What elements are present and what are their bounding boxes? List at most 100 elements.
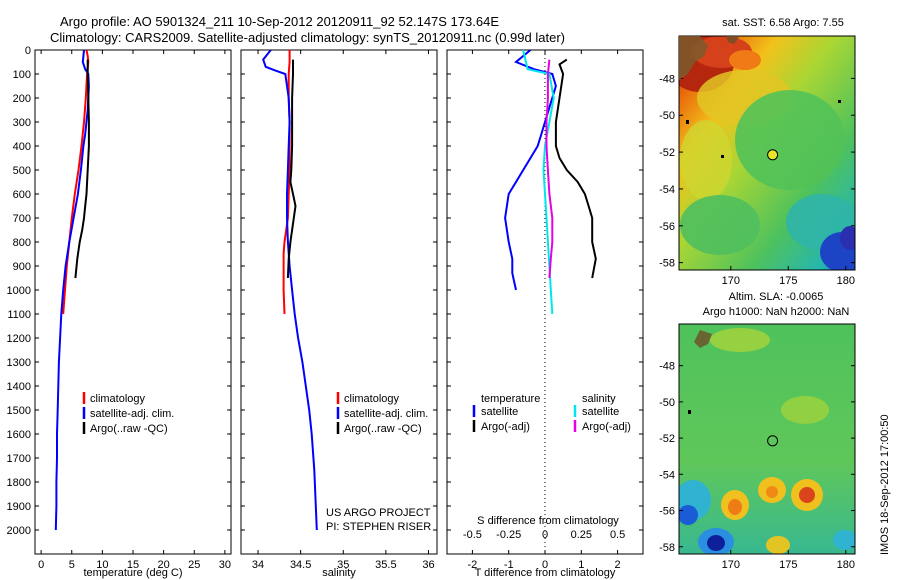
sst-yellow-band [680, 120, 732, 200]
y-tick-label: 300 [13, 117, 31, 129]
legend-salinity-title: salinity [582, 393, 616, 405]
x-tick-label: 5 [69, 559, 75, 571]
legend-climatology-label: climatology [344, 393, 400, 405]
legend-t-argo-label: Argo(-adj) [481, 421, 530, 433]
legend-argo-label: Argo(..raw -QC) [344, 423, 422, 435]
y-tick-label: 1900 [7, 501, 31, 513]
y-tick-label: 1700 [7, 453, 31, 465]
map-x-tick-label: 175 [779, 275, 797, 287]
sst-map [679, 36, 855, 270]
figure-title-line2: Climatology: CARS2009. Satellite-adjuste… [50, 30, 565, 45]
map-y-tick-label: -52 [659, 433, 675, 445]
map-x-tick-label: 180 [837, 275, 855, 287]
pi-annotation: PI: STEPHEN RISER [326, 521, 431, 533]
x-tick-label: 1 [578, 559, 584, 571]
x-tick-label: 0 [38, 559, 44, 571]
map-x-tick-label: 180 [837, 559, 855, 571]
sla-red-patch [799, 487, 815, 503]
x-tick-label: -2 [468, 559, 478, 571]
sla-yellow-patch [766, 536, 790, 554]
y-tick-label: 900 [13, 261, 31, 273]
y-tick-label: 700 [13, 213, 31, 225]
legend-satellite-label: satellite-adj. clim. [90, 408, 174, 420]
sla-map [679, 324, 855, 554]
y-tick-label: 500 [13, 165, 31, 177]
sla-yellow-patch [710, 328, 770, 352]
legend-satellite-label: satellite-adj. clim. [344, 408, 428, 420]
difference-xlabel: T difference from climatology [475, 567, 616, 579]
map-y-tick-label: -54 [659, 469, 675, 481]
y-tick-label: 1500 [7, 405, 31, 417]
legend-t-satellite-label: satellite [481, 406, 518, 418]
x2-tick-label: 0.5 [610, 529, 625, 541]
sst-map-axes: 170 175 180 -48 -50 -52 -54 -56 -58 [659, 73, 855, 287]
sla-map-axes: 170 175 180 -48 -50 -52 -54 -56 -58 [659, 361, 855, 571]
y-tick-label: 1400 [7, 381, 31, 393]
map-y-tick-label: -52 [659, 147, 675, 159]
land-mass [694, 330, 712, 348]
x-tick-label: -1 [504, 559, 514, 571]
y-tick-label: 1000 [7, 285, 31, 297]
x2-tick-label: 0.25 [571, 529, 592, 541]
island-mark [838, 100, 841, 103]
y-tick-label: 600 [13, 189, 31, 201]
sst-green-patch [735, 90, 845, 190]
map-y-tick-label: -56 [659, 221, 675, 233]
x-tick-label: 36 [422, 559, 434, 571]
sla-map-frame [678, 323, 856, 555]
y-tick-label: 100 [13, 69, 31, 81]
series-line-argo-raw-qc- [286, 59, 297, 279]
salinity-xlabel: salinity [322, 567, 356, 579]
sla-orange-patch [766, 486, 778, 498]
island-mark [686, 120, 689, 124]
sst-cold-patch [840, 226, 855, 250]
sla-orange-patch [728, 499, 742, 515]
y-tick-label: 1300 [7, 357, 31, 369]
temperature-legend: climatology satellite-adj. clim. Argo(..… [82, 392, 174, 435]
figure-title-line1: Argo profile: AO 5901324_211 10-Sep-2012… [60, 14, 499, 29]
sst-green-patch [680, 195, 760, 255]
y-tick-label: 1800 [7, 477, 31, 489]
salinity-legend: climatology satellite-adj. clim. Argo(..… [336, 392, 428, 435]
map-x-tick-label: 175 [779, 559, 797, 571]
difference-legend: temperature satellite Argo(-adj) salinit… [472, 393, 631, 433]
legend-temperature-title: temperature [481, 393, 540, 405]
map-y-tick-label: -54 [659, 184, 675, 196]
y-tick-label: 1200 [7, 333, 31, 345]
y-tick-label: 200 [13, 93, 31, 105]
sla-map-subtitle: Argo h1000: NaN h2000: NaN [703, 306, 850, 318]
float-position-marker [767, 149, 779, 161]
x-tick-label: 0 [542, 559, 548, 571]
y-tick-label: 0 [25, 45, 31, 57]
map-y-tick-label: -50 [659, 397, 675, 409]
x-tick-label: 15 [127, 559, 139, 571]
salinity-panel-frame [240, 49, 438, 555]
map-y-tick-label: -58 [659, 258, 675, 270]
map-y-tick-label: -48 [659, 361, 675, 373]
x2-tick-label: -0.5 [463, 529, 482, 541]
x-tick-label: 25 [188, 559, 200, 571]
map-x-tick-label: 170 [722, 275, 740, 287]
project-annotation: US ARGO PROJECT [326, 507, 431, 519]
y-tick-label: 800 [13, 237, 31, 249]
x-tick-label: 35.5 [375, 559, 396, 571]
temperature-axes: 0 5 10 15 20 25 300100200300400500600700800900… [7, 45, 231, 571]
timestamp-stamp: IMOS 18-Sep-2012 17:00:50 [879, 414, 891, 555]
map-y-tick-label: -48 [659, 73, 675, 85]
x-tick-label: 34.5 [290, 559, 311, 571]
series-line-satellite-adj-clim- [262, 50, 318, 531]
legend-s-satellite-label: satellite [582, 406, 619, 418]
sla-map-title: Altim. SLA: -0.0065 [729, 291, 824, 303]
y-tick-label: 1100 [7, 309, 31, 321]
map-y-tick-label: -50 [659, 110, 675, 122]
map-y-tick-label: -56 [659, 506, 675, 518]
series-line-temperature-argo-adj- [554, 58, 597, 279]
series-line-argo-raw-qc- [74, 59, 90, 279]
land-mass [726, 36, 740, 44]
temperature-xlabel: temperature (deg C) [83, 567, 182, 579]
salinity-axes: 34 34.5 35 35.5 36 [241, 49, 437, 571]
x-tick-label: 10 [96, 559, 108, 571]
x-tick-label: 2 [615, 559, 621, 571]
series-line-salinity-argo-adj- [545, 59, 554, 279]
